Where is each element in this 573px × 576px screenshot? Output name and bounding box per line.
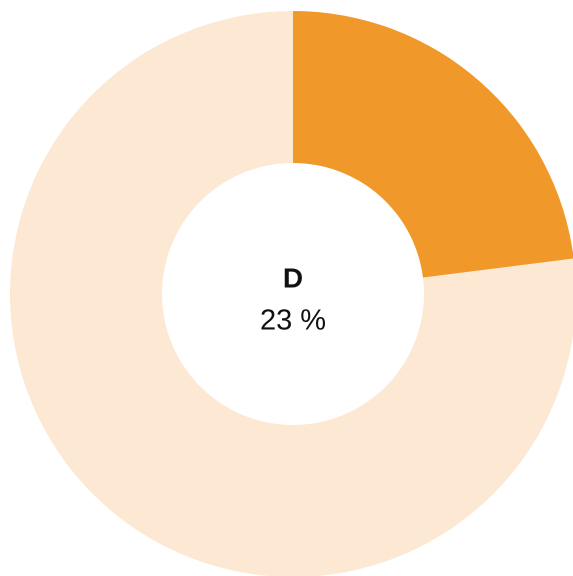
center-category: D (283, 262, 303, 293)
center-value: 23 % (260, 305, 326, 337)
donut-slice (10, 11, 573, 576)
slices (10, 11, 573, 576)
donut-slice (293, 11, 573, 278)
